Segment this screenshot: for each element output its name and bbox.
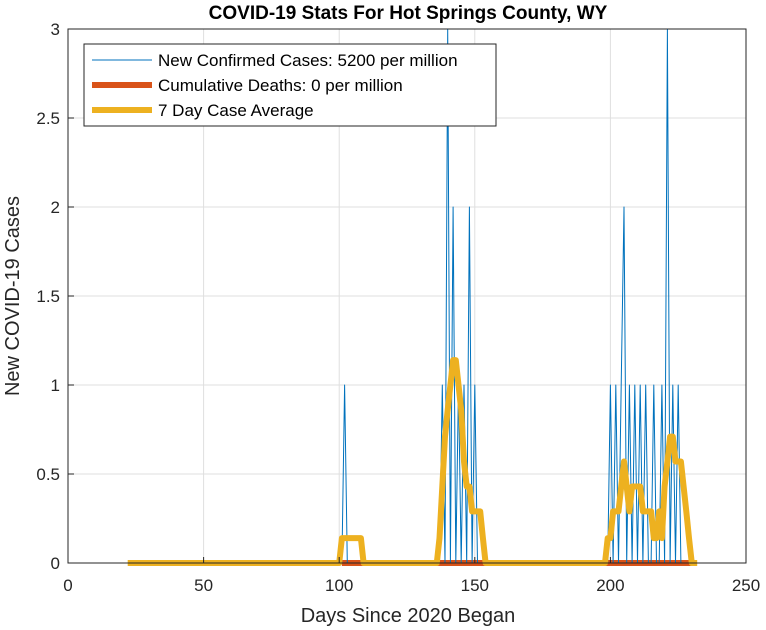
x-axis-title: Days Since 2020 Began <box>301 605 516 627</box>
legend-label-average: 7 Day Case Average <box>158 101 314 120</box>
x-axis: 0 50 100 150 200 250 <box>63 557 760 595</box>
x-tick-label: 100 <box>325 576 353 595</box>
y-axis-title: New COVID-19 Cases <box>2 196 24 396</box>
legend: New Confirmed Cases: 5200 per million Cu… <box>83 43 497 127</box>
series-new-cases-line <box>127 28 698 564</box>
x-tick-label: 50 <box>194 576 213 595</box>
x-tick-label: 0 <box>63 576 72 595</box>
series-7day-average-line <box>127 357 698 566</box>
legend-box <box>83 43 497 127</box>
y-axis: 0 0.5 1 1.5 2 2.5 3 <box>36 20 74 573</box>
y-tick-label: 1.5 <box>36 287 60 306</box>
y-tick-label: 2 <box>51 198 60 217</box>
y-tick-label: 3 <box>51 20 60 39</box>
x-tick-label: 200 <box>596 576 624 595</box>
y-tick-label: 0 <box>51 554 60 573</box>
x-tick-label: 250 <box>732 576 760 595</box>
legend-label-deaths: Cumulative Deaths: 0 per million <box>158 76 403 95</box>
legend-label-new-cases: New Confirmed Cases: 5200 per million <box>158 51 458 70</box>
y-tick-label: 0.5 <box>36 465 60 484</box>
y-tick-label: 1 <box>51 376 60 395</box>
x-tick-label: 150 <box>461 576 489 595</box>
y-tick-label: 2.5 <box>36 109 60 128</box>
chart-title: COVID-19 Stats For Hot Springs County, W… <box>209 3 608 24</box>
